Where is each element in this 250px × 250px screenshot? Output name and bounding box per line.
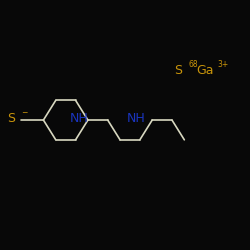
Text: S: S bbox=[8, 112, 16, 125]
Text: Ga: Ga bbox=[197, 64, 214, 77]
Text: NH: NH bbox=[70, 112, 89, 125]
Text: −: − bbox=[21, 108, 28, 117]
Text: 3+: 3+ bbox=[218, 60, 229, 69]
Text: 68: 68 bbox=[188, 60, 198, 69]
Text: NH: NH bbox=[127, 112, 146, 125]
Text: S: S bbox=[174, 64, 182, 77]
